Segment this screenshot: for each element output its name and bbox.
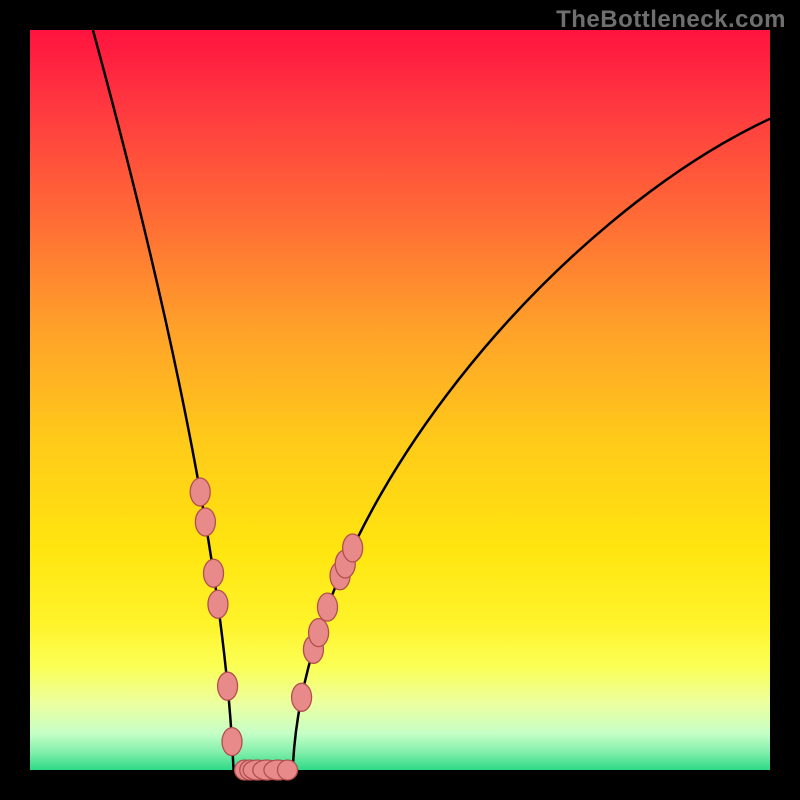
data-marker [222,728,242,756]
data-marker [195,508,215,536]
data-marker [343,534,363,562]
watermark-text: TheBottleneck.com [556,6,786,34]
bottleneck-chart-svg [0,0,800,800]
chart-canvas: TheBottleneck.com [0,0,800,800]
data-marker [208,590,228,618]
gradient-plot-area [30,30,770,770]
data-marker [218,672,238,700]
data-marker [317,593,337,621]
data-marker [309,619,329,647]
data-marker [292,683,312,711]
data-marker [190,478,210,506]
data-marker [204,559,224,587]
data-marker [278,760,298,780]
